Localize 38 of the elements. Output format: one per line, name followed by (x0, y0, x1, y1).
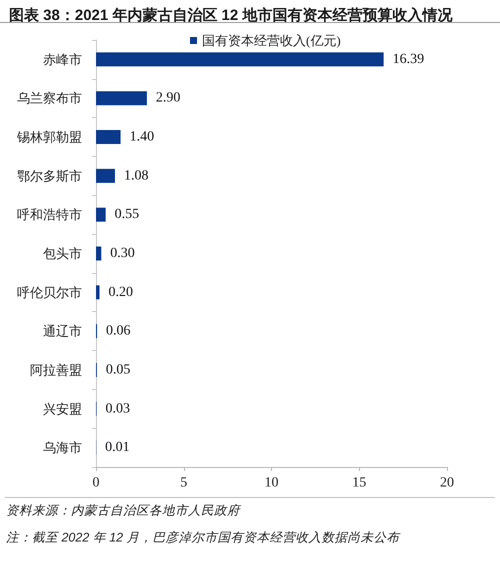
x-tick-label: 15 (352, 476, 366, 490)
data-label: 0.30 (110, 246, 135, 261)
data-label: 1.08 (124, 168, 148, 184)
y-tick-label: 呼和浩特市 (17, 207, 82, 222)
y-tick-label: 兴安盟 (43, 401, 82, 416)
y-tick-label: 乌兰察布市 (17, 90, 82, 106)
data-label: 2.90 (156, 90, 180, 106)
data-label: 0.03 (106, 401, 130, 416)
bar (96, 91, 147, 106)
bar (96, 208, 106, 222)
data-label: 16.39 (392, 52, 424, 67)
bar (96, 168, 115, 183)
text: 资料来源：内蒙古自治区各地市人民政府 (6, 504, 242, 518)
x-tick-label: 0 (92, 476, 100, 490)
bar (96, 52, 384, 66)
y-tick-label: 阿拉善盟 (30, 362, 82, 378)
text: 注：截至 2022 年 12 月，巴彦淖尔市国有资本经营收入数据尚未公布 (6, 530, 402, 544)
data-label: 0.05 (106, 362, 130, 378)
x-tick-label: 20 (440, 476, 454, 490)
data-label: 1.40 (130, 130, 154, 145)
data-label: 0.06 (106, 324, 131, 339)
y-tick-label: 锡林郭勒盟 (16, 130, 82, 145)
x-tick-label: 5 (180, 476, 188, 490)
y-tick-label: 乌海市 (43, 440, 82, 456)
bar (96, 285, 100, 300)
data-label: 0.01 (105, 440, 130, 456)
legend-label: 国有资本经营收入(亿元) (202, 33, 341, 48)
chart-title: 图表 38：2021 年内蒙古自治区 12 地市国有资本经营预算收入情况 (9, 6, 454, 24)
data-label: 0.20 (108, 284, 134, 300)
y-tick-label: 呼伦贝尔市 (17, 284, 82, 300)
bar (96, 246, 102, 260)
y-tick-label: 包头市 (43, 246, 82, 261)
data-label: 0.55 (114, 207, 140, 222)
y-tick-label: 赤峰市 (43, 52, 82, 67)
x-tick-label: 10 (264, 476, 278, 490)
y-tick-label: 鄂尔多斯市 (17, 168, 82, 184)
bar (96, 130, 121, 144)
y-tick-label: 通辽市 (43, 324, 82, 339)
